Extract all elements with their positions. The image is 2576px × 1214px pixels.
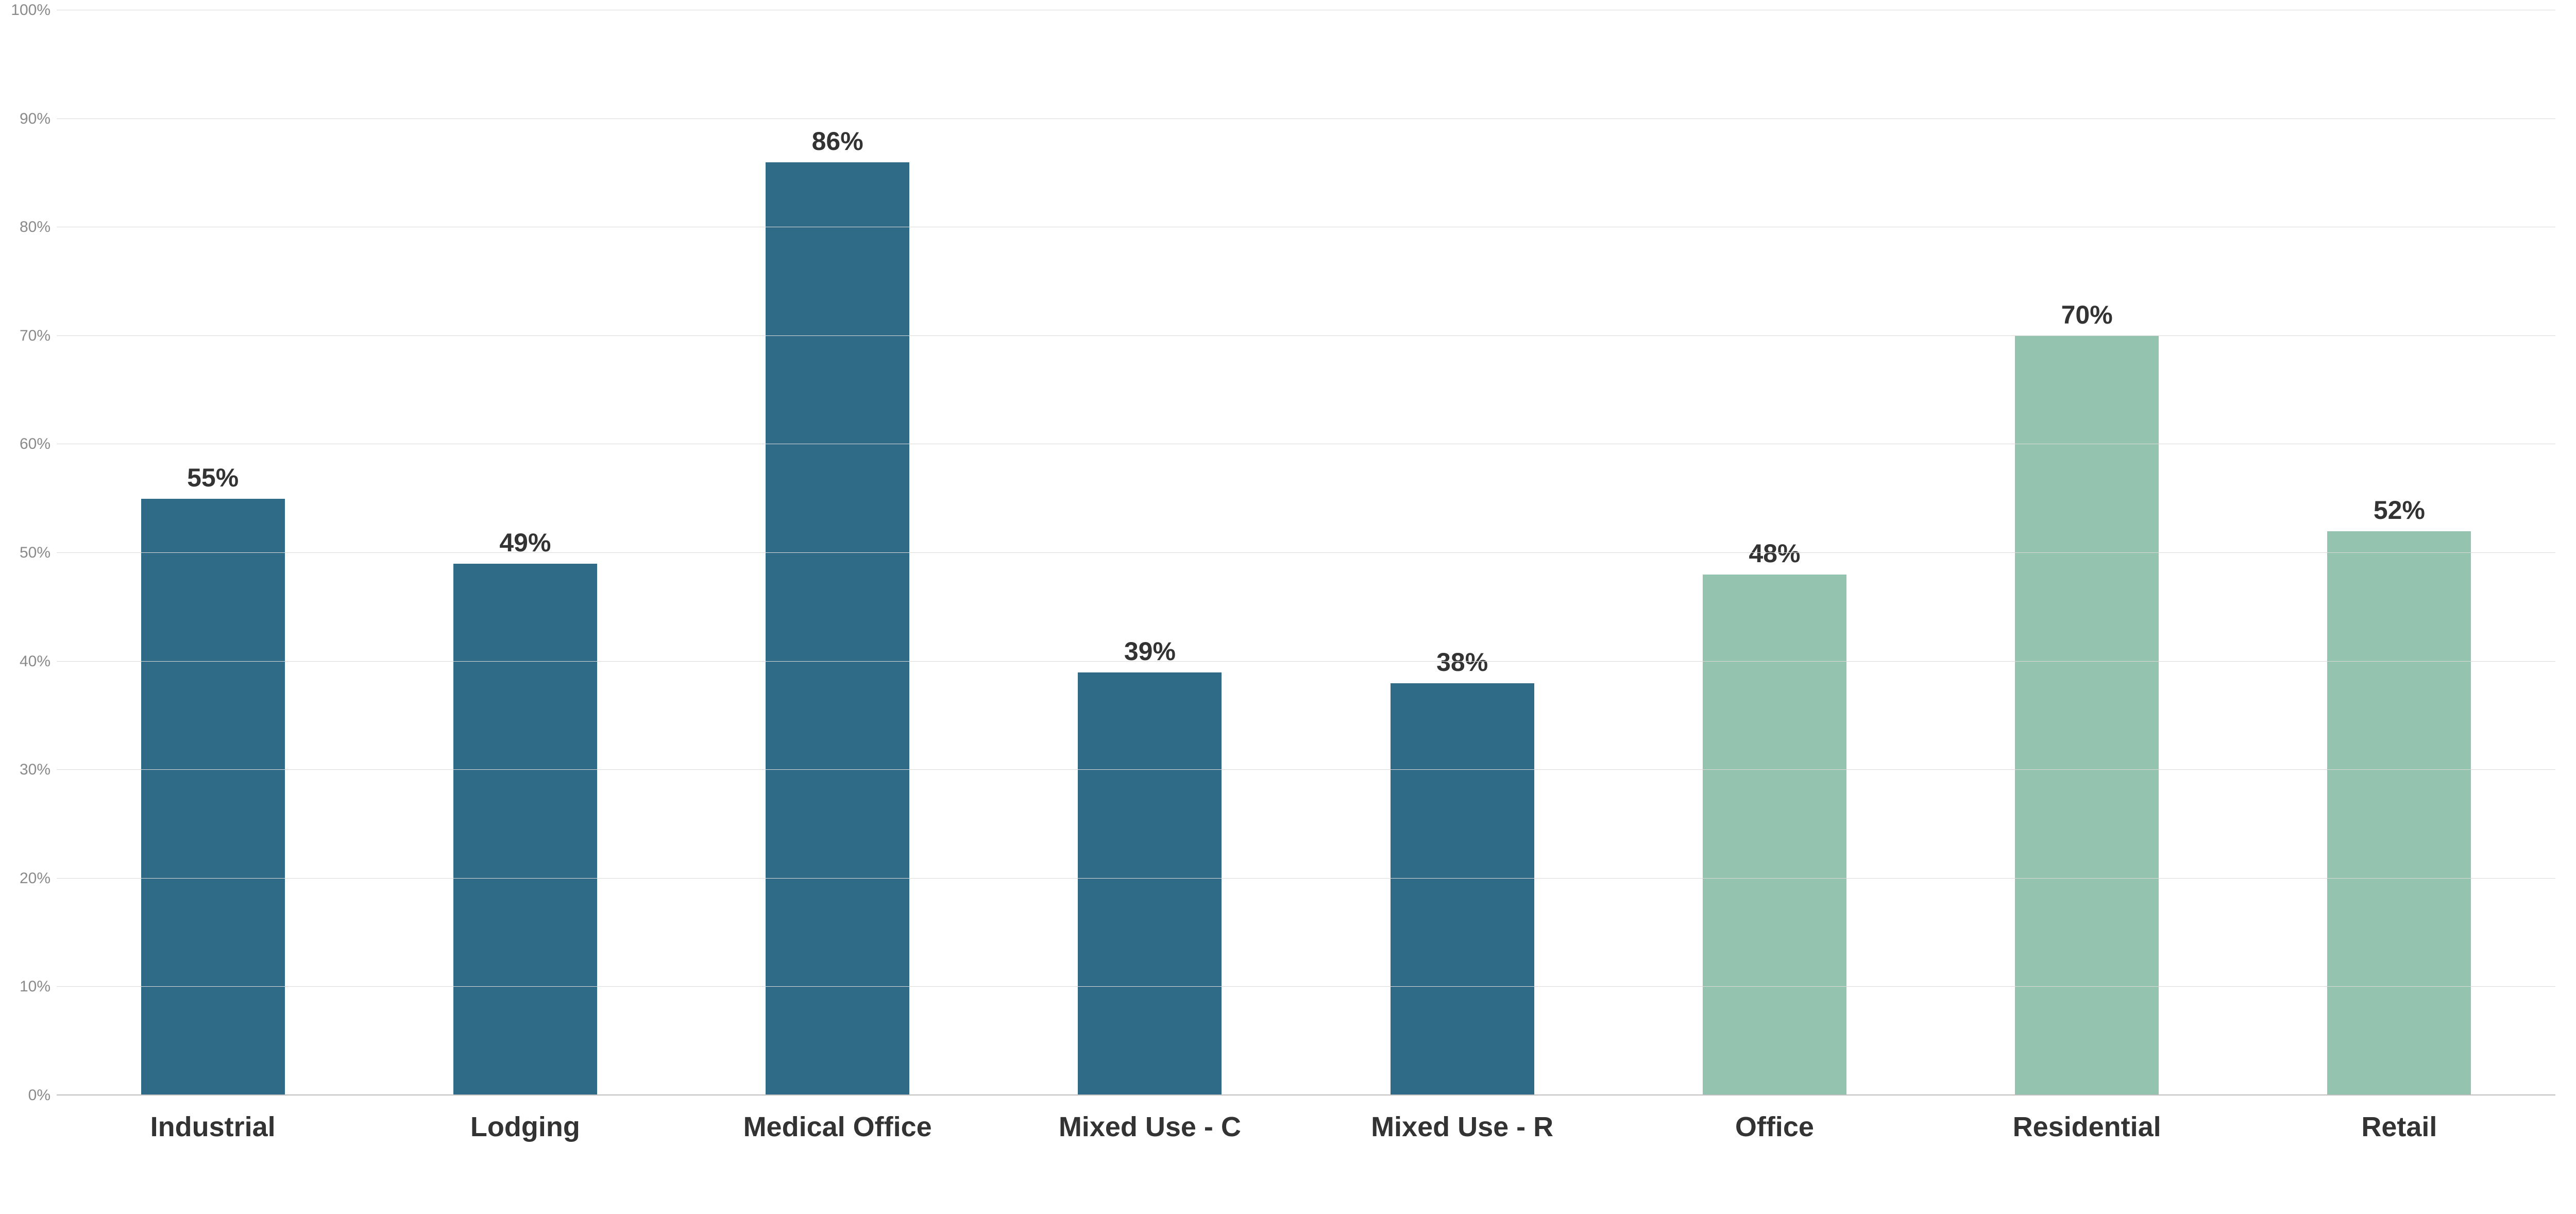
plot-area: 55%49%86%39%38%48%70%52% 0%10%20%30%40%5… (57, 10, 2555, 1095)
bar-value-label: 52% (2374, 495, 2425, 525)
bar: 38% (1391, 683, 1534, 1095)
bar-value-label: 86% (812, 126, 863, 156)
gridline (57, 335, 2555, 336)
bar-value-label: 48% (1749, 538, 1800, 568)
x-label-slot: Mixed Use - C (994, 1101, 1306, 1204)
y-tick-label: 50% (20, 544, 50, 562)
y-tick-label: 40% (20, 653, 50, 670)
y-tick-label: 20% (20, 870, 50, 887)
x-label-slot: Industrial (57, 1101, 369, 1204)
bar: 48% (1703, 575, 1846, 1095)
bar-slot: 55% (57, 10, 369, 1095)
y-tick-label: 80% (20, 218, 50, 236)
y-tick-label: 70% (20, 327, 50, 345)
y-tick-label: 30% (20, 761, 50, 779)
bar: 49% (453, 564, 597, 1095)
x-label-slot: Lodging (369, 1101, 681, 1204)
gridline (57, 986, 2555, 987)
x-axis-label: Mixed Use - R (1371, 1110, 1553, 1145)
bar-value-label: 70% (2061, 300, 2113, 330)
x-axis-label: Retail (2361, 1110, 2437, 1145)
x-label-slot: Medical Office (682, 1101, 994, 1204)
x-axis-labels: Industrial Lodging Medical Office Mixed Use… (57, 1101, 2555, 1204)
x-axis-label: Mixed Use - C (1059, 1110, 1241, 1145)
bar-value-label: 38% (1436, 647, 1488, 677)
y-tick-label: 100% (11, 2, 50, 19)
bar-chart: 55% 49% 86% 39% 38% 48% 70% 52% 0% 10% 20% 30% 40% 5… (0, 0, 2576, 1214)
bar-value-label: 55% (187, 463, 239, 493)
bar-slot: 52% (2243, 10, 2555, 1095)
bar: 39% (1078, 672, 1222, 1095)
bar-value-label: 39% (1124, 636, 1176, 666)
bar: 55% (141, 499, 285, 1095)
bar-slot: 39% (994, 10, 1306, 1095)
y-tick-label: 60% (20, 435, 50, 453)
gridline (57, 878, 2555, 879)
y-tick-label: 90% (20, 110, 50, 128)
y-tick-label: 10% (20, 978, 50, 996)
bar-slot: 70% (1931, 10, 2243, 1095)
bar-slot: 86% (682, 10, 994, 1095)
x-axis-label: Lodging (470, 1110, 580, 1145)
bar-value-label: 49% (499, 528, 551, 558)
bars-row: 55% 49% 86% 39% 38% 48% 70% 52% (57, 10, 2555, 1095)
x-label-slot: Retail (2243, 1101, 2555, 1204)
bar-slot: 48% (1618, 10, 1930, 1095)
bar: 70% (2015, 336, 2159, 1095)
x-label-slot: Mixed Use - R (1306, 1101, 1618, 1204)
bar-slot: 38% (1306, 10, 1618, 1095)
x-axis-label: Office (1735, 1110, 1814, 1145)
bar: 52% (2327, 531, 2471, 1095)
bar: 86% (766, 162, 909, 1095)
x-label-slot: Residential (1931, 1101, 2243, 1204)
x-axis-label: Residential (2013, 1110, 2161, 1145)
gridline (57, 661, 2555, 662)
x-axis-label: Medical Office (743, 1110, 932, 1145)
gridline (57, 769, 2555, 770)
gridline (57, 1094, 2555, 1095)
y-tick-label: 0% (28, 1087, 50, 1104)
x-axis-label: Industrial (150, 1110, 276, 1145)
gridline (57, 552, 2555, 553)
bar-slot: 49% (369, 10, 681, 1095)
x-label-slot: Office (1618, 1101, 1930, 1204)
